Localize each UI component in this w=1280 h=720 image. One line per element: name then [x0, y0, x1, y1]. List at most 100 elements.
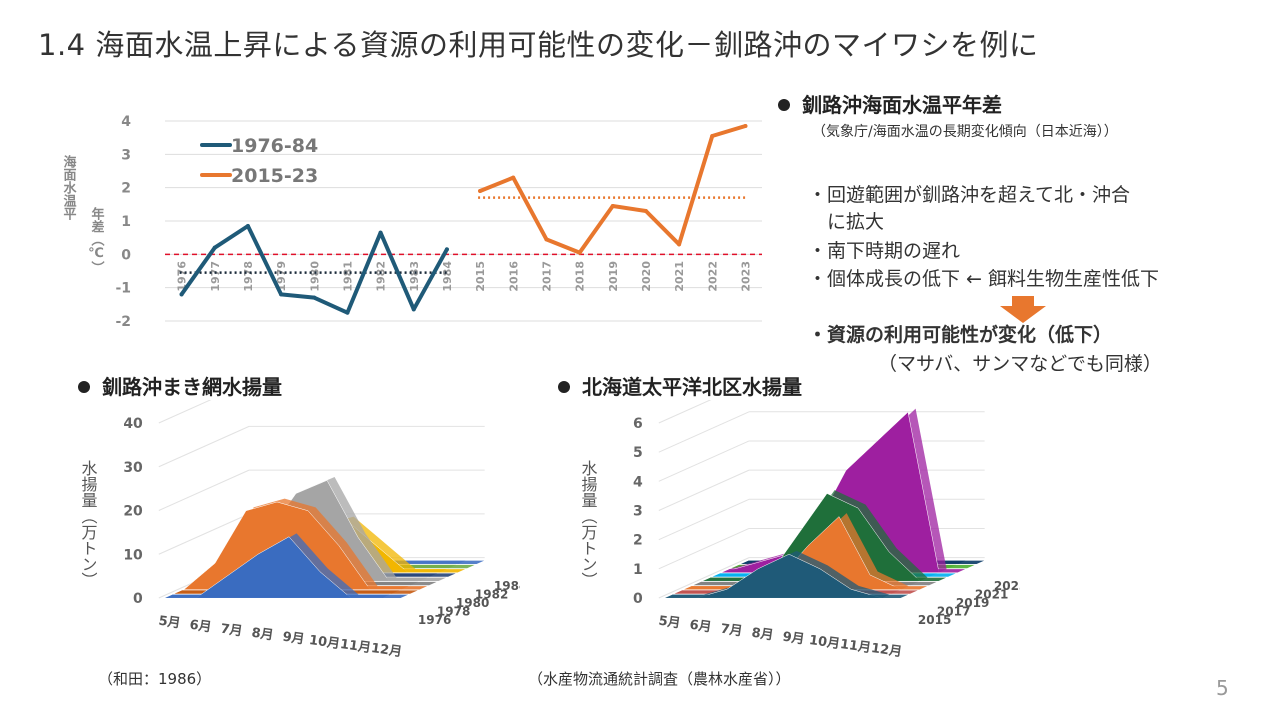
- gridline: [658, 498, 750, 541]
- x-tick-label: 2018: [574, 261, 587, 292]
- gridline: [658, 400, 712, 424]
- depth-tick-label: 2021: [975, 588, 1008, 602]
- right-catch-heading: 北海道太平洋北区水揚量: [558, 371, 802, 400]
- x-tick-label: 2021: [673, 261, 686, 292]
- gridline: [658, 557, 750, 599]
- legend-label: 2015-23: [231, 165, 318, 187]
- data-point: [544, 237, 549, 242]
- y-tick-label: 30: [123, 460, 143, 476]
- x-tick-label: 1981: [341, 261, 354, 292]
- y-tick-label: 2: [633, 533, 643, 549]
- y-tick-label: 40: [123, 416, 143, 432]
- x-tick-label: 1977: [209, 261, 222, 292]
- data-point: [743, 124, 748, 128]
- data-point: [345, 310, 350, 315]
- depth-tick-label: 1978: [437, 605, 470, 619]
- data-point: [245, 224, 250, 228]
- data-point: [610, 204, 615, 208]
- y-tick-label: 2: [121, 181, 131, 197]
- bullet-dot-icon: [778, 98, 790, 111]
- bullet-dot-icon: [78, 380, 90, 393]
- x-tick-label: 10月: [308, 633, 341, 652]
- temperature-line-chart: 4 3 2 1 0 -1 -2 海面水温平年差（℃） 1976 1977 1978 1979 1980 1…: [61, 114, 762, 330]
- x-tick-label: 1984: [441, 261, 454, 292]
- depth-tick-label: 1976: [418, 613, 451, 627]
- x-tick-label: 8月: [751, 626, 775, 644]
- page-title: 1.4 海面水温上昇による資源の利用可能性の変化－釧路沖のマイワシを例に: [38, 28, 1039, 62]
- temp-section-heading: 釧路沖海面水温平年差: [778, 89, 1002, 118]
- depth-tick-label: 2017: [937, 605, 970, 619]
- x-tick-label: 12月: [370, 641, 403, 660]
- x-tick-label: 6月: [689, 618, 713, 636]
- x-tick-label: 2019: [607, 261, 620, 292]
- gridline: [158, 425, 250, 468]
- data-point: [212, 245, 217, 250]
- data-point: [411, 307, 416, 312]
- y-tick-label: 0: [133, 591, 143, 607]
- page-number: 5: [1216, 676, 1229, 700]
- data-point: [378, 230, 383, 235]
- temp-point-1: ・回遊範囲が釧路沖を超えて北・沖合: [808, 184, 1131, 206]
- data-point: [710, 134, 715, 138]
- left-catch-heading: 釧路沖まき網水揚量: [78, 371, 282, 400]
- series-line: [478, 124, 748, 255]
- data-point: [511, 175, 516, 180]
- y-tick-label: 10: [123, 547, 143, 563]
- area-top-face: [203, 476, 428, 581]
- temp-point-4: ・個体成長の低下 ← 餌料生物生産性低下: [808, 268, 1160, 290]
- y-tick-label: 4: [121, 114, 131, 130]
- depth-tick-label: 2023: [994, 579, 1020, 593]
- x-tick-label: 2015: [474, 261, 487, 292]
- x-tick-label: 7月: [220, 622, 244, 640]
- y-tick-label: 1: [121, 214, 131, 230]
- x-tick-label: 5月: [158, 614, 182, 632]
- x-tick-label: 2016: [507, 261, 520, 292]
- data-point: [577, 250, 582, 255]
- x-tick-label: 2020: [640, 261, 653, 292]
- data-point: [677, 242, 682, 247]
- x-tick-label: 7月: [720, 622, 744, 640]
- right-heading-text: 北海道太平洋北区水揚量: [582, 375, 802, 399]
- data-point: [478, 189, 483, 193]
- x-tick-label: 2023: [739, 261, 752, 292]
- gridline: [658, 411, 750, 453]
- data-point: [312, 295, 317, 300]
- y-tick-label: -1: [115, 281, 131, 297]
- y-tick-label: 0: [633, 591, 643, 607]
- gridline: [658, 440, 750, 482]
- y-tick-label: 1: [633, 562, 643, 578]
- y-tick-label: -2: [115, 314, 131, 330]
- depth-tick-label: 2019: [956, 596, 989, 610]
- right-source: （水産物流通統計調査（農林水産省））: [528, 670, 791, 688]
- resource-change-text: ・資源の利用可能性が変化（低下）: [808, 324, 1113, 346]
- x-tick-label: 8月: [251, 626, 275, 644]
- area-base-strip: [165, 594, 409, 598]
- y-tick-label: 3: [633, 504, 643, 520]
- x-tick-label: 1978: [242, 261, 255, 292]
- temp-source: （気象庁/海面水温の長期変化傾向（日本近海））: [812, 124, 1118, 140]
- y-tick-label: 4: [633, 474, 643, 490]
- y-axis-label: 水揚量（万トン）: [79, 460, 98, 588]
- y-axis-label: 海面水温平: [61, 154, 77, 221]
- y-axis-unit-label: 年差（℃）: [88, 206, 105, 274]
- y-tick-label: 0: [121, 247, 131, 263]
- y-tick-label: 5: [633, 445, 643, 461]
- legend-label: 1976-84: [231, 135, 318, 157]
- y-tick-label: 6: [633, 416, 643, 432]
- left-heading-text: 釧路沖まき網水揚量: [102, 375, 282, 399]
- y-tick-label: 20: [123, 504, 143, 520]
- data-point: [444, 247, 449, 252]
- x-tick-label: 2022: [706, 261, 719, 292]
- down-arrow-icon: [1000, 296, 1046, 323]
- x-tick-label: 1980: [308, 261, 321, 292]
- depth-tick-label: 2015: [918, 613, 951, 627]
- x-tick-label: 10月: [808, 633, 841, 652]
- area-base-strip: [665, 594, 909, 598]
- area-top-face: [665, 550, 890, 598]
- data-point: [279, 292, 284, 297]
- x-tick-label: 1982: [375, 261, 388, 292]
- gridline: [658, 469, 750, 511]
- area-top-face: [703, 490, 928, 581]
- y-axis-label: 水揚量（万トン）: [579, 460, 598, 588]
- data-point: [643, 209, 648, 213]
